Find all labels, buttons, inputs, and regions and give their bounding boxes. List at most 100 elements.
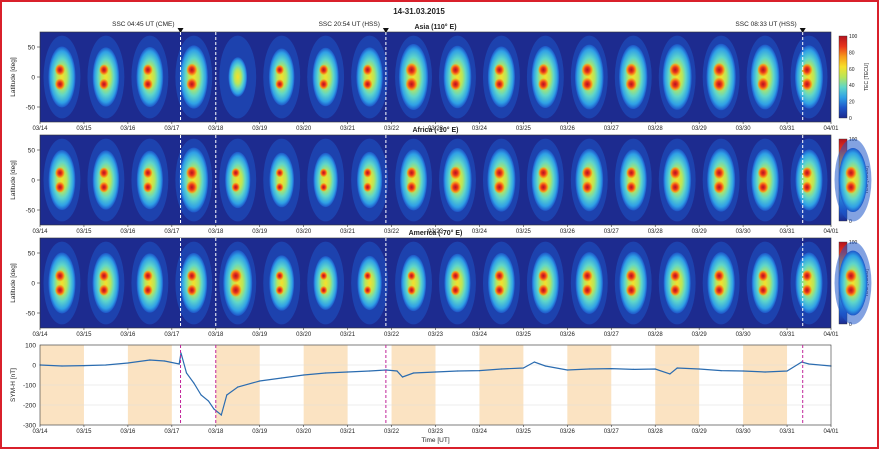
y-tick-label: 0 — [31, 178, 35, 185]
heatmap-panel-asia: Asia (110° E) Latitude [deg] 50 0 -50 03/14 03… — [10, 23, 839, 132]
tec-crest-north — [318, 64, 329, 76]
tec-crest-south — [845, 283, 857, 297]
tec-crest-north — [186, 270, 197, 282]
symh-point — [303, 374, 305, 376]
x-tick-label: 03/22 — [384, 229, 400, 235]
tec-blob — [179, 147, 209, 213]
symh-point — [676, 367, 678, 369]
tec-crest-south — [713, 77, 726, 92]
symh-point — [478, 370, 481, 372]
tec-crest-north — [494, 270, 505, 282]
x-tick-label: 03/18 — [208, 229, 224, 235]
x-tick-label: 03/21 — [340, 229, 356, 235]
x-tick-label: 03/16 — [120, 126, 136, 132]
event-arrow — [799, 28, 806, 33]
tec-crest-north — [493, 166, 505, 180]
symh-point — [654, 368, 656, 370]
x-tick-label: 04/01 — [823, 229, 839, 235]
y-tick-label: -50 — [26, 105, 36, 112]
x-tick-label: 03/24 — [472, 126, 488, 132]
tec-crest-south — [55, 181, 65, 193]
x-tick-label: 03/29 — [692, 332, 708, 338]
tec-crest-south — [758, 284, 769, 296]
x-tick-label: 03/31 — [780, 229, 796, 235]
colorbar-tick-label: 0 — [849, 219, 852, 225]
x-tick-label: 03/16 — [120, 332, 136, 338]
panel-title: America (-70° E) — [409, 229, 463, 237]
tec-blob — [707, 148, 736, 212]
y-axis-label: Latitude [deg] — [10, 263, 17, 303]
tec-crest-north — [845, 166, 857, 180]
symh-point — [500, 368, 503, 370]
x-tick-label: 03/22 — [384, 429, 400, 435]
tec-crest-north — [98, 270, 109, 282]
tec-crest-north — [55, 167, 65, 179]
x-tick-label: 03/21 — [340, 332, 356, 338]
tec-blob — [662, 44, 692, 110]
x-tick-label: 03/18 — [208, 126, 224, 132]
tec-crest-south — [625, 77, 637, 91]
x-tick-label: 03/15 — [76, 229, 92, 235]
tec-blob — [357, 255, 382, 311]
tec-crest-north — [757, 63, 769, 77]
tec-crest-south — [98, 284, 109, 296]
symh-point — [456, 370, 459, 372]
tec-crest-south — [99, 181, 109, 193]
tec-blob — [312, 47, 339, 107]
tec-blob — [136, 253, 164, 313]
tec-crest-north — [538, 166, 549, 179]
tec-crest-north — [99, 64, 109, 76]
y-tick-label: -100 — [23, 383, 36, 390]
y-tick-label: 50 — [28, 45, 36, 52]
symh-point — [764, 371, 766, 373]
tec-blob — [443, 147, 472, 213]
symh-point — [127, 362, 129, 364]
tec-crest-south — [449, 180, 462, 194]
y-axis-label: SYM-H [nT] — [10, 368, 17, 402]
tec-blob — [619, 44, 648, 110]
x-tick-label: 03/29 — [692, 429, 708, 435]
x-tick-label: 03/29 — [692, 229, 708, 235]
panel-title: Asia (110° E) — [414, 23, 456, 31]
x-tick-label: 03/27 — [604, 229, 620, 235]
tec-crest-north — [275, 168, 284, 178]
tec-crest-north — [54, 269, 66, 282]
tec-blob — [180, 252, 208, 314]
tec-crest-north — [449, 166, 462, 180]
tec-blob — [707, 252, 735, 314]
tec-crest-south — [275, 79, 285, 90]
x-tick-label: 03/20 — [296, 429, 312, 435]
colorbar-asia: 100 80 60 40 20 0 TEC [TECU] — [838, 34, 870, 122]
tec-crest-south — [669, 181, 681, 194]
tec-crest-south — [362, 78, 373, 90]
x-tick-label: 03/31 — [780, 126, 796, 132]
tec-blob — [92, 47, 120, 107]
heatmap-panel-america: America (-70° E) Latitude [deg] 50 0 -50 03/1… — [10, 229, 872, 338]
tec-blob — [751, 149, 779, 211]
tec-blob — [487, 252, 515, 314]
tec-blob — [48, 252, 76, 314]
symh-point — [801, 361, 803, 363]
y-axis-label: Latitude [deg] — [10, 160, 17, 200]
x-tick-label: 03/28 — [648, 126, 664, 132]
symh-point — [742, 370, 744, 372]
tec-crest-north — [669, 166, 681, 179]
x-tick-label: 03/22 — [384, 126, 400, 132]
tec-blob — [575, 148, 604, 212]
x-tick-label: 03/14 — [32, 429, 48, 435]
colorbar-tick-label: 100 — [849, 34, 858, 40]
tec-crest-south — [231, 182, 240, 193]
tec-blob — [706, 43, 736, 111]
x-tick-label: 03/15 — [76, 126, 92, 132]
x-tick-label: 03/19 — [252, 229, 268, 235]
tec-blob — [838, 250, 868, 316]
x-tick-label: 03/20 — [296, 332, 312, 338]
tec-crest-north — [713, 269, 725, 282]
tec-crest-north — [758, 270, 769, 282]
x-tick-label: 03/15 — [76, 429, 92, 435]
x-tick-label: 03/30 — [736, 332, 752, 338]
x-tick-label: 03/18 — [208, 332, 224, 338]
symh-point — [200, 394, 202, 396]
symh-point — [193, 382, 195, 384]
